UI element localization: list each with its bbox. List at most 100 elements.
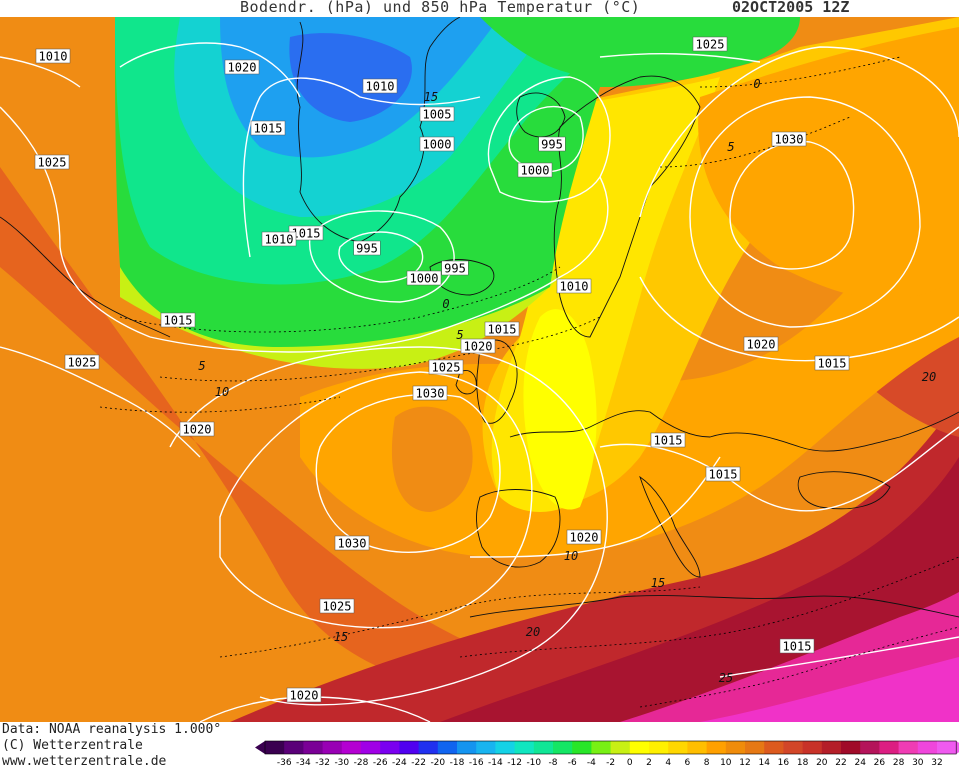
isobar-1025-russia xyxy=(689,96,921,328)
weather-map: 1010102010101005100010159951000102510301… xyxy=(0,17,959,722)
pressure-label-box xyxy=(34,154,70,170)
scale-tick-label: 28 xyxy=(893,758,905,768)
pressure-label: 1015 xyxy=(254,122,283,136)
pressure-label-box xyxy=(556,278,592,294)
pressure-label: 1000 xyxy=(521,164,550,178)
pressure-label-box xyxy=(224,59,260,75)
scale-swatch xyxy=(649,741,669,754)
scale-swatch xyxy=(399,741,419,754)
pressure-label-box xyxy=(160,312,196,328)
temperature-label: 10 xyxy=(215,385,229,399)
pressure-label-box xyxy=(692,36,728,52)
scale-swatch xyxy=(898,741,919,754)
pressure-label-box xyxy=(705,466,741,482)
field-pink-core xyxy=(700,657,959,722)
isobar-1015-africa xyxy=(719,636,959,678)
scale-swatch xyxy=(553,741,573,754)
scale-tick-label: -16 xyxy=(469,758,484,768)
scale-tick-label: 6 xyxy=(685,758,691,768)
temperature-label: 0 xyxy=(442,297,449,311)
pressure-label-box xyxy=(538,136,566,152)
temperature-label: 5 xyxy=(727,140,734,154)
map-title-bar: Bodendr. (hPa) und 850 hPa Temperatur (°… xyxy=(0,0,959,18)
scandinavia-coast xyxy=(553,75,701,338)
scale-tick-label: -24 xyxy=(392,758,407,768)
scale-swatch xyxy=(783,741,803,754)
pressure-label: 1015 xyxy=(783,640,812,654)
temperature-label: 5 xyxy=(198,359,205,373)
pressure-label-box xyxy=(412,385,448,401)
isobar-1020-europe xyxy=(639,46,959,362)
scale-swatch xyxy=(610,741,631,754)
pressure-label: 1020 xyxy=(747,338,776,352)
field-orange-northeast xyxy=(698,27,959,300)
pressure-label-box xyxy=(362,78,398,94)
scale-swatch xyxy=(629,741,650,754)
pressure-label: 1010 xyxy=(39,50,68,64)
pressure-label-box xyxy=(250,120,286,136)
scale-tick-label: 18 xyxy=(797,758,809,768)
pressure-label: 1030 xyxy=(775,133,804,147)
temperature-label: 10 xyxy=(564,549,578,563)
pressure-label-box xyxy=(650,432,686,448)
pressure-label: 1015 xyxy=(292,227,321,241)
scale-swatch xyxy=(764,741,784,754)
scale-tick-label: -8 xyxy=(549,758,558,768)
scale-tick-label: 10 xyxy=(720,758,732,768)
pressure-label: 1015 xyxy=(654,434,683,448)
scale-swatch xyxy=(706,741,727,754)
scale-swatch xyxy=(860,741,880,754)
europe-coast xyxy=(509,410,959,452)
scale-tick-label: -12 xyxy=(507,758,522,768)
isobar-995-low xyxy=(338,231,424,283)
pressure-label-box xyxy=(771,131,807,147)
pressure-label: 1015 xyxy=(488,323,517,337)
scale-tick-label: -32 xyxy=(315,758,330,768)
isotherm-5-north xyxy=(159,316,601,382)
coastlines xyxy=(0,17,959,618)
pressure-label-box xyxy=(460,338,496,354)
scale-arrow-right xyxy=(956,741,959,754)
isotherm-5-east xyxy=(659,116,851,168)
africa-coast xyxy=(469,595,959,618)
field-deep-blue xyxy=(289,33,412,122)
temperature-label: 20 xyxy=(922,370,936,384)
scale-swatch xyxy=(687,741,707,754)
scale-tick-label: 22 xyxy=(835,758,846,768)
scale-tick-label: -14 xyxy=(488,758,503,768)
scale-swatch xyxy=(937,741,957,754)
pressure-label-box xyxy=(179,421,215,437)
website: www.wetterzentrale.de xyxy=(2,754,167,769)
isobar-1000-svalbard xyxy=(487,76,611,203)
scale-swatch xyxy=(284,741,304,754)
scale-tick-label: -18 xyxy=(450,758,465,768)
scale-tick-label: -34 xyxy=(296,758,311,768)
isobar-1025-north-west xyxy=(0,106,151,338)
scale-swatch xyxy=(821,741,842,754)
scale-swatch xyxy=(841,741,861,754)
british-isles-coast xyxy=(455,339,518,424)
scale-swatch xyxy=(668,741,688,754)
isobar-1020-med xyxy=(469,456,721,558)
scale-tick-label: 32 xyxy=(931,758,942,768)
scale-swatch xyxy=(533,741,554,754)
pressure-label: 1025 xyxy=(323,600,352,614)
scale-swatch xyxy=(879,741,899,754)
pressure-label: 1020 xyxy=(183,423,212,437)
pressure-label-box xyxy=(419,136,455,152)
isobar-1025-north-east xyxy=(599,53,761,63)
iceland-coast xyxy=(429,259,495,296)
isobar-1030-azores xyxy=(315,393,501,553)
isotherm-20-south xyxy=(459,556,959,658)
scale-swatch xyxy=(418,741,439,754)
isobar-1010-greenland xyxy=(242,77,481,258)
color-scale: -36 -34 -32 -30 -28 -26 -24 -22 -20 -18 -16 -14 -12-… xyxy=(255,740,959,768)
italy-coast xyxy=(639,475,701,578)
scale-swatch xyxy=(380,741,400,754)
scale-swatch xyxy=(514,741,535,754)
scale-tick-label: 26 xyxy=(874,758,886,768)
pressure-label-box xyxy=(64,354,100,370)
pressure-label: 1030 xyxy=(338,537,367,551)
scale-swatch xyxy=(361,741,381,754)
pressure-label-box xyxy=(484,321,520,337)
